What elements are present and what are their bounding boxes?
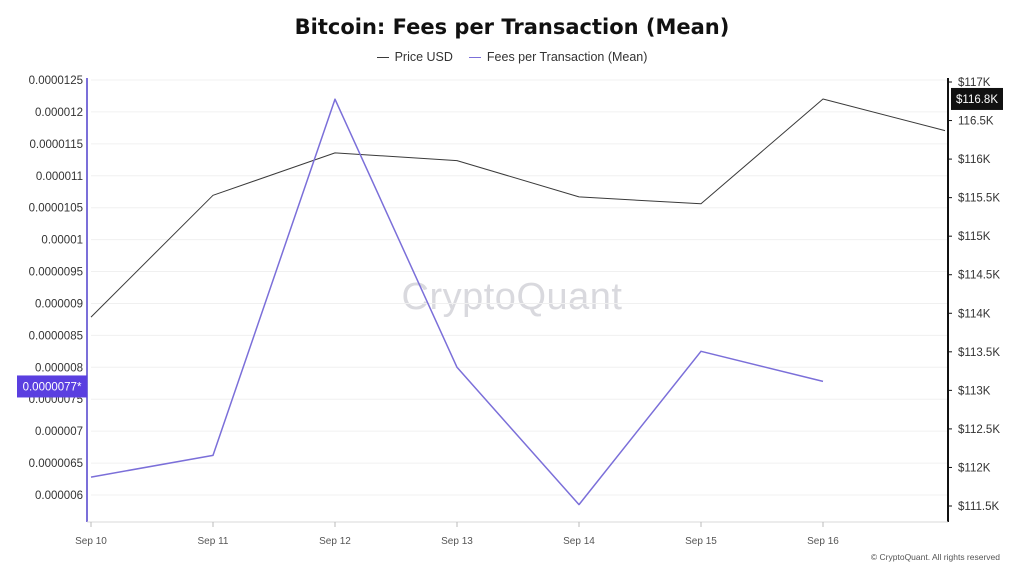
- copyright-notice: © CryptoQuant. All rights reserved: [870, 552, 1000, 562]
- x-tick-label: Sep 15: [685, 536, 717, 547]
- legend-item-fees[interactable]: Fees per Transaction (Mean): [468, 50, 648, 64]
- right-tick-label: $116K: [958, 154, 991, 166]
- right-tick-label: $114K: [958, 308, 991, 320]
- right-tick-label: $115K: [958, 231, 991, 243]
- left-tick-label: 0.0000125: [29, 75, 83, 87]
- right-tick-label: $114.5K: [958, 270, 1000, 282]
- x-tick-label: Sep 13: [441, 536, 473, 547]
- legend-swatch-fees: [468, 56, 481, 58]
- legend-label-fees: Fees per Transaction (Mean): [486, 50, 648, 64]
- value-badges: 0.0000077* $116.8K: [17, 87, 1003, 398]
- left-tick-label: 0.0000085: [29, 330, 83, 342]
- x-tick-label: Sep 14: [563, 536, 595, 547]
- left-tick-label: 0.0000095: [29, 267, 83, 279]
- right-value-badge-label: $116.8K: [956, 94, 998, 106]
- right-tick-label: $113.5K: [958, 347, 1000, 359]
- x-tick-label: Sep 16: [807, 536, 839, 547]
- left-value-badge: [17, 375, 87, 398]
- left-tick-label: 0.000008: [35, 362, 83, 374]
- price-series-line: [90, 98, 946, 318]
- left-tick-label: 0.0000115: [29, 139, 83, 151]
- fees-series-line: [90, 98, 824, 506]
- legend: Price USD Fees per Transaction (Mean): [0, 50, 1024, 64]
- x-tick-label: Sep 12: [319, 536, 351, 547]
- left-value-badge-label: 0.0000077*: [23, 381, 82, 393]
- right-value-badge: [951, 87, 1003, 110]
- axes: [86, 78, 949, 523]
- right-tick-label: $111.5K: [958, 501, 999, 513]
- x-axis-ticks: Sep 10 Sep 11 Sep 12 Sep 13 Sep 14 Sep 15 Sep …: [75, 522, 839, 547]
- right-tick-label: $115.5K: [958, 193, 1000, 205]
- x-tick-label: Sep 11: [198, 536, 229, 547]
- x-tick-label: Sep 10: [75, 536, 107, 547]
- left-tick-label: 0.000007: [35, 426, 83, 438]
- left-tick-label: 0.00001: [41, 235, 83, 247]
- left-tick-label: 0.000011: [36, 171, 83, 183]
- series-layer: [90, 98, 946, 506]
- right-axis-ticks: $117K 116.5K $116K $115.5K $115K $114.5K $114K…: [948, 77, 1000, 513]
- chart-title: Bitcoin: Fees per Transaction (Mean): [294, 15, 730, 39]
- right-tick-label: $112.5K: [958, 424, 1000, 436]
- left-tick-label: 0.000009: [35, 298, 83, 310]
- right-tick-label: $113K: [958, 385, 991, 397]
- left-axis-ticks: 0.0000125 0.000012 0.0000115 0.000011 0.0000…: [29, 75, 83, 502]
- gridlines: [91, 79, 948, 496]
- left-tick-label: 0.0000065: [29, 458, 83, 470]
- right-tick-label: $112K: [958, 462, 991, 474]
- legend-swatch-price: [376, 56, 389, 58]
- right-tick-label: $117K: [958, 77, 991, 89]
- legend-item-price[interactable]: Price USD: [376, 50, 453, 64]
- legend-label-price: Price USD: [394, 50, 453, 64]
- left-tick-label: 0.000012: [35, 107, 83, 119]
- right-tick-label: 116.5K: [958, 116, 994, 128]
- watermark: CryptoQuant: [401, 276, 623, 318]
- left-tick-label: 0.000006: [35, 490, 83, 502]
- left-tick-label: 0.0000105: [29, 203, 83, 215]
